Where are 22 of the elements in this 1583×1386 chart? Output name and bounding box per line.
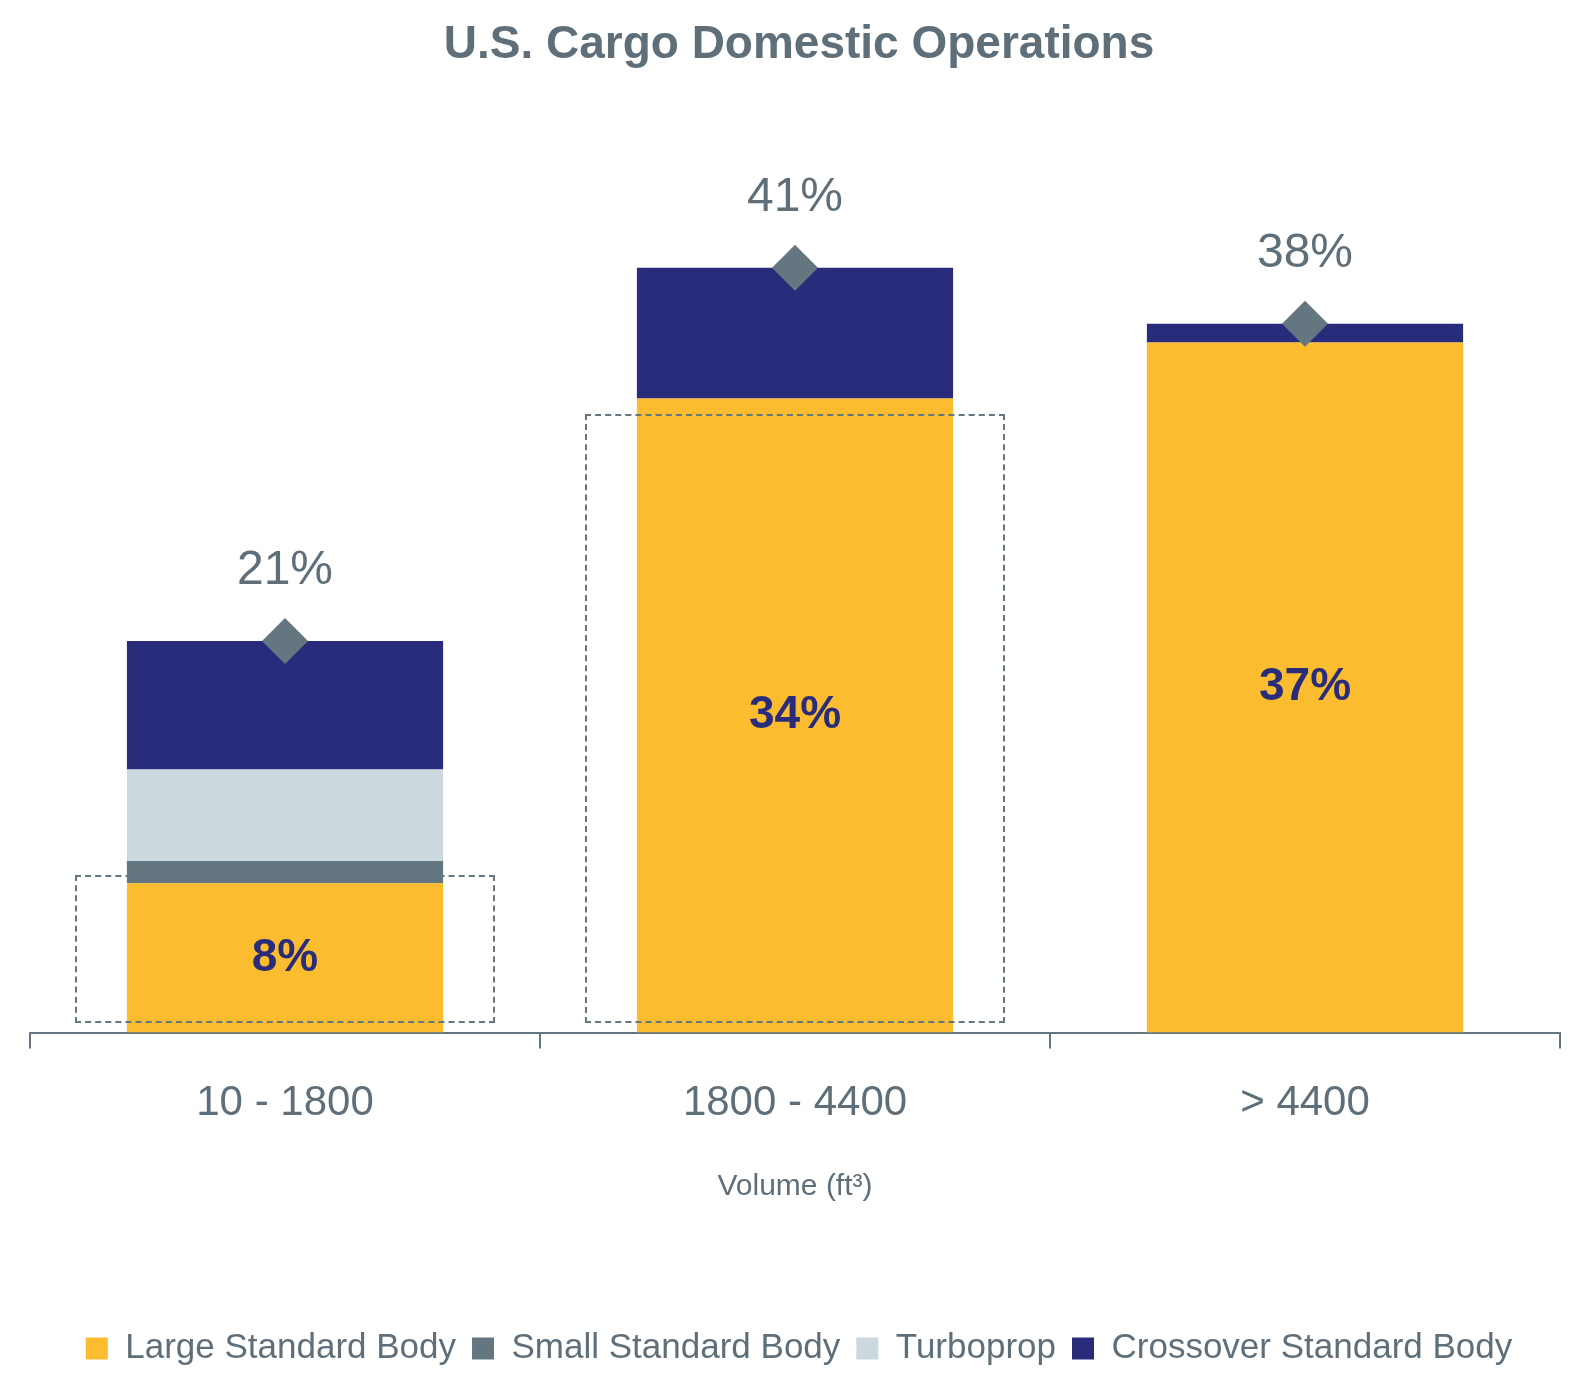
x-axis-title: Volume (ft³) <box>717 1168 873 1202</box>
legend-label: Small Standard Body <box>511 1326 841 1366</box>
bar <box>1146 342 1464 1033</box>
x-tick-label: 10 - 1800 <box>196 1077 374 1125</box>
total-label: 21% <box>236 541 334 595</box>
data-label: 37% <box>1258 658 1352 711</box>
bar <box>126 640 444 770</box>
total-label: 38% <box>1256 224 1354 278</box>
x-tick-label: > 4400 <box>1240 1077 1370 1125</box>
legend-label: Large Standard Body <box>125 1326 457 1366</box>
bar <box>636 267 954 399</box>
bar <box>636 398 954 1033</box>
data-label: 34% <box>748 686 842 739</box>
legend-label: Crossover Standard Body <box>1111 1326 1513 1366</box>
bar <box>126 769 444 861</box>
data-label: 8% <box>251 928 319 981</box>
total-label: 41% <box>746 168 844 222</box>
legend-label: Turboprop <box>895 1326 1057 1366</box>
text: U.S. Cargo Domestic Operations <box>443 16 1155 69</box>
x-tick-label: 1800 - 4400 <box>682 1077 908 1125</box>
bar <box>126 860 444 884</box>
bar <box>126 883 444 1033</box>
